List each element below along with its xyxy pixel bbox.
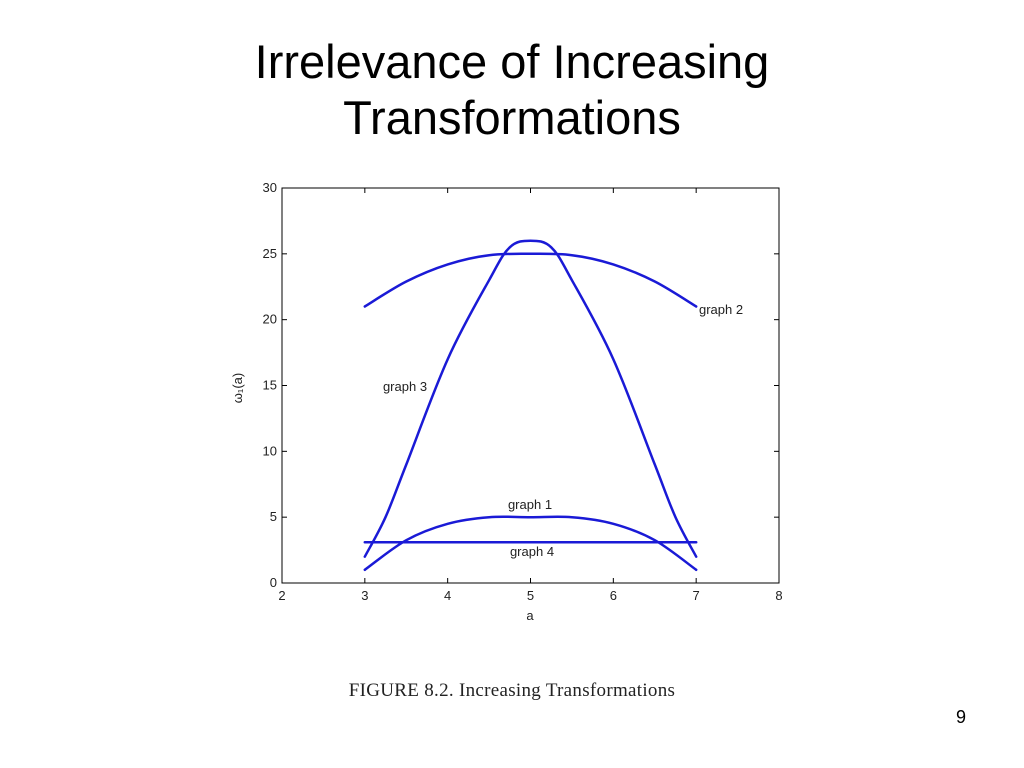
- series-line-1: [363, 515, 698, 572]
- y-tick-label: 25: [263, 246, 277, 261]
- series-label-2: graph 2: [699, 302, 743, 317]
- y-tick-label: 20: [263, 312, 277, 327]
- y-axis-label: ω₁(a): [230, 373, 245, 403]
- series-label-1: graph 1: [508, 497, 552, 512]
- slide-title-line-2: Transformations: [343, 91, 681, 144]
- y-tick-label: 30: [263, 180, 277, 195]
- slide-title-line-1: Irrelevance of Increasing: [254, 35, 770, 88]
- series-label-3: graph 3: [383, 379, 427, 394]
- y-tick-label: 0: [270, 575, 277, 590]
- y-tick-label: 10: [263, 443, 277, 458]
- x-axis-label: a: [526, 608, 534, 623]
- chart-labels: graph 1 graph 2 graph 3 graph 4: [383, 302, 743, 559]
- page-number: 9: [955, 707, 966, 727]
- figure-caption: FIGURE 8.2. Increasing Transformations: [348, 680, 676, 701]
- series-line-3: [363, 239, 698, 558]
- y-tick-label: 5: [270, 509, 277, 524]
- x-tick-label: 7: [693, 588, 700, 603]
- x-tick-label: 4: [444, 588, 451, 603]
- series-line-2: [363, 252, 698, 308]
- x-tick-label: 6: [610, 588, 617, 603]
- series-label-4: graph 4: [510, 544, 554, 559]
- slide-title: Irrelevance of Increasing Transformation…: [0, 34, 1024, 146]
- plot-frame: [281, 187, 780, 584]
- chart-lines: [363, 239, 698, 572]
- y-tick-label: 15: [263, 378, 277, 393]
- x-tick-label: 8: [775, 588, 782, 603]
- x-tick-label: 2: [278, 588, 285, 603]
- chart-axes: 2 3 4 5 6 7 8 0 5 10 15 20 25 30: [263, 180, 783, 603]
- x-tick-label: 5: [527, 588, 534, 603]
- x-tick-label: 3: [361, 588, 368, 603]
